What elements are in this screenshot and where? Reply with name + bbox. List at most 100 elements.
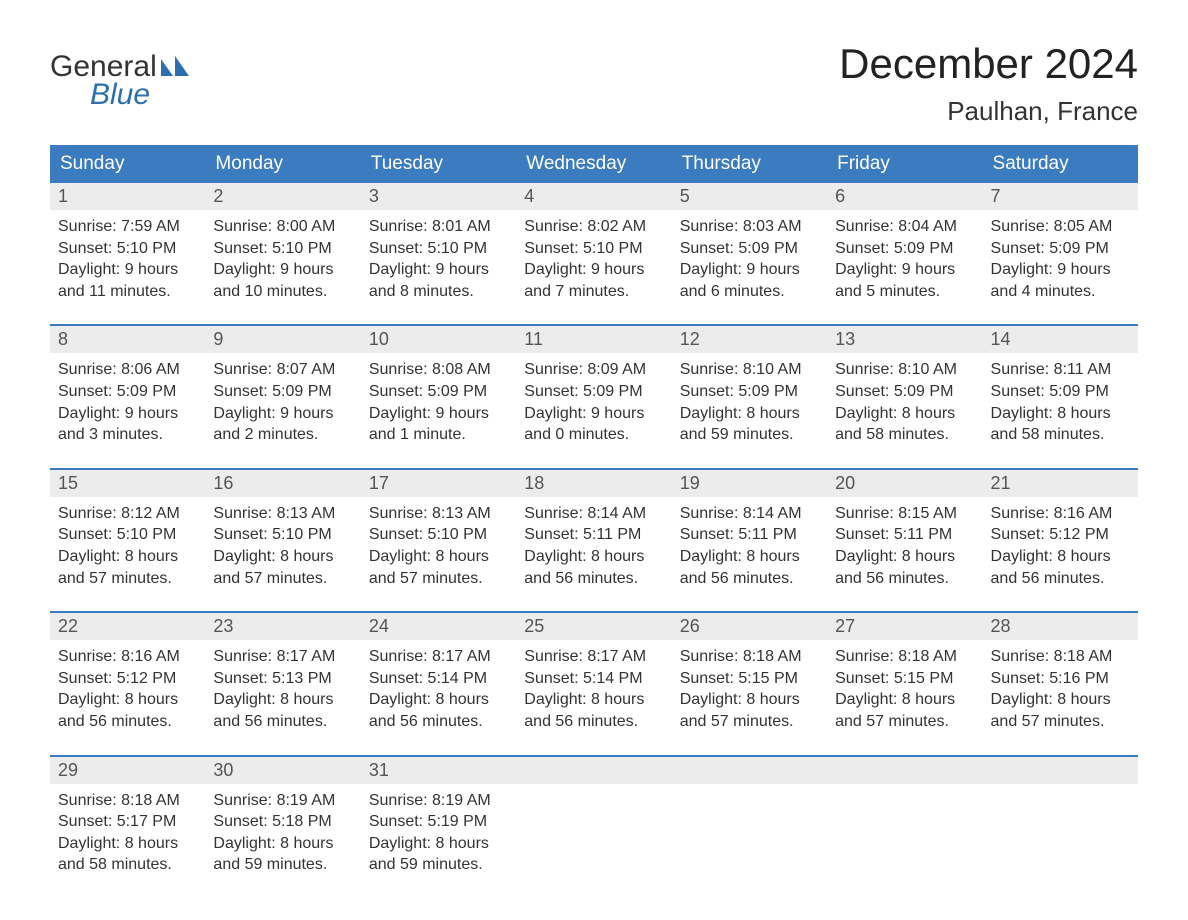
cell-sunset: Sunset: 5:12 PM [991,524,1130,546]
cell-sunrise: Sunrise: 8:19 AM [369,790,508,812]
calendar-cell: 12Sunrise: 8:10 AMSunset: 5:09 PMDayligh… [672,326,827,449]
header: General Blue December 2024 Paulhan, Fran… [50,40,1138,127]
cell-sunrise: Sunrise: 8:18 AM [680,646,819,668]
cell-d2: and 6 minutes. [680,281,819,303]
page-title: December 2024 [839,40,1138,88]
day-header: Tuesday [361,145,516,183]
cell-sunrise: Sunrise: 8:14 AM [680,503,819,525]
day-number: 29 [50,757,205,784]
calendar-cell: 29Sunrise: 8:18 AMSunset: 5:17 PMDayligh… [50,757,205,880]
cell-sunset: Sunset: 5:09 PM [58,381,197,403]
cell-d1: Daylight: 8 hours [680,689,819,711]
day-number: 15 [50,470,205,497]
cell-sunrise: Sunrise: 8:17 AM [524,646,663,668]
cell-sunset: Sunset: 5:09 PM [680,381,819,403]
cell-d2: and 5 minutes. [835,281,974,303]
day-number: 27 [827,613,982,640]
cell-body [827,784,982,794]
day-number: 14 [983,326,1138,353]
cell-body: Sunrise: 8:15 AMSunset: 5:11 PMDaylight:… [827,497,982,593]
cell-sunrise: Sunrise: 8:19 AM [213,790,352,812]
cell-body: Sunrise: 8:14 AMSunset: 5:11 PMDaylight:… [672,497,827,593]
day-number: 11 [516,326,671,353]
calendar-week: 22Sunrise: 8:16 AMSunset: 5:12 PMDayligh… [50,611,1138,736]
day-number [827,757,982,784]
day-number: 8 [50,326,205,353]
cell-sunset: Sunset: 5:10 PM [213,238,352,260]
cell-body: Sunrise: 8:18 AMSunset: 5:17 PMDaylight:… [50,784,205,880]
calendar-cell: 24Sunrise: 8:17 AMSunset: 5:14 PMDayligh… [361,613,516,736]
cell-d2: and 0 minutes. [524,424,663,446]
calendar-cell: 9Sunrise: 8:07 AMSunset: 5:09 PMDaylight… [205,326,360,449]
cell-d2: and 3 minutes. [58,424,197,446]
calendar-cell: 10Sunrise: 8:08 AMSunset: 5:09 PMDayligh… [361,326,516,449]
cell-sunrise: Sunrise: 8:13 AM [213,503,352,525]
cell-sunset: Sunset: 5:09 PM [835,238,974,260]
cell-sunset: Sunset: 5:14 PM [369,668,508,690]
cell-body: Sunrise: 8:03 AMSunset: 5:09 PMDaylight:… [672,210,827,306]
cell-sunset: Sunset: 5:11 PM [680,524,819,546]
cell-sunrise: Sunrise: 8:14 AM [524,503,663,525]
calendar-cell: 2Sunrise: 8:00 AMSunset: 5:10 PMDaylight… [205,183,360,306]
cell-sunrise: Sunrise: 8:09 AM [524,359,663,381]
cell-sunrise: Sunrise: 8:18 AM [58,790,197,812]
calendar-week: 1Sunrise: 7:59 AMSunset: 5:10 PMDaylight… [50,183,1138,306]
cell-sunrise: Sunrise: 8:01 AM [369,216,508,238]
cell-d1: Daylight: 8 hours [524,689,663,711]
cell-d1: Daylight: 8 hours [835,689,974,711]
cell-d2: and 56 minutes. [524,568,663,590]
calendar-cell: 11Sunrise: 8:09 AMSunset: 5:09 PMDayligh… [516,326,671,449]
cell-body [672,784,827,794]
cell-d2: and 58 minutes. [991,424,1130,446]
cell-d1: Daylight: 9 hours [524,403,663,425]
day-number: 7 [983,183,1138,210]
day-number: 2 [205,183,360,210]
cell-sunset: Sunset: 5:11 PM [835,524,974,546]
day-number: 13 [827,326,982,353]
cell-d1: Daylight: 8 hours [680,403,819,425]
cell-d1: Daylight: 9 hours [58,403,197,425]
cell-body: Sunrise: 8:00 AMSunset: 5:10 PMDaylight:… [205,210,360,306]
cell-sunset: Sunset: 5:10 PM [58,238,197,260]
day-number: 17 [361,470,516,497]
title-block: December 2024 Paulhan, France [839,40,1138,127]
cell-sunrise: Sunrise: 8:06 AM [58,359,197,381]
calendar-cell: 14Sunrise: 8:11 AMSunset: 5:09 PMDayligh… [983,326,1138,449]
calendar-cell: 8 Sunrise: 8:06 AMSunset: 5:09 PMDaylight… [50,326,205,449]
cell-sunrise: Sunrise: 8:16 AM [58,646,197,668]
calendar-cell: 7Sunrise: 8:05 AMSunset: 5:09 PMDaylight… [983,183,1138,306]
cell-sunset: Sunset: 5:12 PM [58,668,197,690]
cell-d2: and 59 minutes. [369,854,508,876]
cell-d1: Daylight: 9 hours [680,259,819,281]
calendar-cell: 31Sunrise: 8:19 AMSunset: 5:19 PMDayligh… [361,757,516,880]
day-number: 19 [672,470,827,497]
cell-sunset: Sunset: 5:09 PM [991,381,1130,403]
calendar-cell: 5Sunrise: 8:03 AMSunset: 5:09 PMDaylight… [672,183,827,306]
cell-sunrise: Sunrise: 8:08 AM [369,359,508,381]
calendar-cell: 13Sunrise: 8:10 AMSunset: 5:09 PMDayligh… [827,326,982,449]
calendar-cell: 1Sunrise: 7:59 AMSunset: 5:10 PMDaylight… [50,183,205,306]
cell-d1: Daylight: 8 hours [213,833,352,855]
cell-sunset: Sunset: 5:14 PM [524,668,663,690]
cell-d2: and 56 minutes. [524,711,663,733]
cell-sunset: Sunset: 5:09 PM [524,381,663,403]
cell-d2: and 56 minutes. [213,711,352,733]
location-text: Paulhan, France [839,96,1138,127]
cell-sunset: Sunset: 5:10 PM [58,524,197,546]
cell-body: Sunrise: 8:07 AMSunset: 5:09 PMDaylight:… [205,353,360,449]
cell-sunset: Sunset: 5:09 PM [991,238,1130,260]
day-number: 16 [205,470,360,497]
calendar-cell: 4Sunrise: 8:02 AMSunset: 5:10 PMDaylight… [516,183,671,306]
cell-d2: and 57 minutes. [991,711,1130,733]
cell-body: Sunrise: 8:09 AMSunset: 5:09 PMDaylight:… [516,353,671,449]
cell-d2: and 11 minutes. [58,281,197,303]
day-header-row: Sunday Monday Tuesday Wednesday Thursday… [50,145,1138,183]
cell-sunrise: Sunrise: 8:15 AM [835,503,974,525]
day-header: Sunday [50,145,205,183]
calendar-week: 15Sunrise: 8:12 AMSunset: 5:10 PMDayligh… [50,468,1138,593]
cell-body: Sunrise: 8:08 AMSunset: 5:09 PMDaylight:… [361,353,516,449]
cell-d2: and 1 minute. [369,424,508,446]
cell-sunset: Sunset: 5:19 PM [369,811,508,833]
calendar-cell: 20Sunrise: 8:15 AMSunset: 5:11 PMDayligh… [827,470,982,593]
day-header: Thursday [672,145,827,183]
